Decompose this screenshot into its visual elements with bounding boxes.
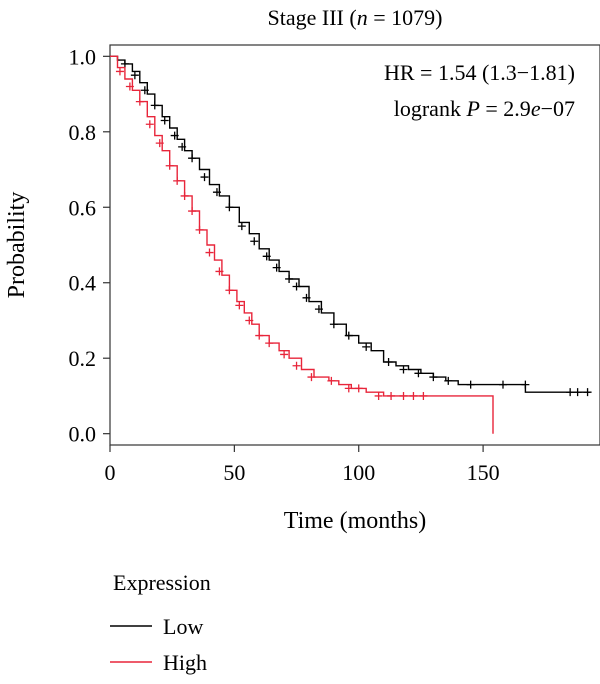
censor-mark-high bbox=[188, 207, 197, 216]
censor-mark-low bbox=[272, 263, 281, 272]
censor-mark-high bbox=[374, 391, 383, 400]
legend-label-high: High bbox=[163, 650, 207, 675]
y-tick-label: 0.8 bbox=[69, 120, 97, 145]
censor-mark-low bbox=[466, 380, 475, 389]
censor-mark-high bbox=[399, 391, 408, 400]
censor-mark-low bbox=[302, 293, 311, 302]
censor-mark-high bbox=[409, 391, 418, 400]
censor-mark-high bbox=[180, 191, 189, 200]
censor-mark-high bbox=[327, 376, 336, 385]
y-tick-label: 0.2 bbox=[69, 346, 97, 371]
censor-mark-low bbox=[362, 342, 371, 351]
censor-mark-high bbox=[225, 286, 234, 295]
censor-mark-low bbox=[429, 373, 438, 382]
censor-mark-low bbox=[200, 173, 209, 182]
censor-mark-high bbox=[235, 301, 244, 310]
censor-mark-high bbox=[344, 384, 353, 393]
y-axis-label: Probability bbox=[4, 192, 30, 299]
title-suffix: = 1079) bbox=[368, 5, 443, 30]
censor-mark-low bbox=[140, 86, 149, 95]
series-low bbox=[110, 55, 592, 397]
censor-mark-low bbox=[160, 116, 169, 125]
y-tick-label: 0.4 bbox=[69, 271, 97, 296]
censor-mark-high bbox=[245, 316, 254, 325]
y-axis: 0.0 0.2 0.4 0.6 0.8 1.0 bbox=[69, 44, 110, 447]
censor-mark-high bbox=[205, 248, 214, 257]
censor-mark-low bbox=[225, 203, 234, 212]
x-tick-label: 50 bbox=[223, 460, 245, 485]
censor-mark-low bbox=[170, 131, 179, 140]
censor-mark-high bbox=[165, 161, 174, 170]
censor-mark-low bbox=[237, 222, 246, 231]
censor-mark-low bbox=[521, 380, 530, 389]
y-tick-label: 0.0 bbox=[69, 422, 97, 447]
logrank-mid: = 2.9 bbox=[480, 96, 531, 121]
censor-mark-high bbox=[265, 339, 274, 348]
censor-mark-low bbox=[130, 71, 139, 80]
x-tick-label: 0 bbox=[105, 460, 116, 485]
censor-mark-high bbox=[280, 350, 289, 359]
censor-mark-low bbox=[414, 369, 423, 378]
censor-mark-low bbox=[188, 154, 197, 163]
censor-mark-low bbox=[150, 101, 159, 110]
legend-title: Expression bbox=[113, 570, 211, 595]
logrank-suffix: −07 bbox=[541, 96, 575, 121]
censor-mark-low bbox=[262, 252, 271, 261]
censor-mark-high bbox=[419, 391, 428, 400]
censor-mark-high bbox=[354, 384, 363, 393]
censor-mark-high bbox=[195, 225, 204, 234]
survival-curve-high bbox=[110, 55, 494, 434]
censor-mark-low bbox=[498, 380, 507, 389]
y-tick-label: 0.6 bbox=[69, 195, 97, 220]
x-tick-label: 150 bbox=[467, 460, 500, 485]
censor-mark-low bbox=[120, 59, 129, 68]
censor-mark-high bbox=[387, 391, 396, 400]
censor-mark-high bbox=[125, 82, 134, 91]
censor-mark-high bbox=[173, 176, 182, 185]
censor-mark-high bbox=[145, 120, 154, 129]
censor-mark-low bbox=[566, 388, 575, 397]
x-tick-label: 100 bbox=[342, 460, 375, 485]
censor-mark-low bbox=[384, 357, 393, 366]
logrank-p: P bbox=[465, 96, 479, 121]
censor-mark-high bbox=[215, 267, 224, 276]
censor-mark-low bbox=[329, 320, 338, 329]
censor-mark-high bbox=[135, 97, 144, 106]
x-axis: 0 50 100 150 bbox=[105, 445, 500, 485]
censor-mark-low bbox=[285, 274, 294, 283]
censor-mark-high bbox=[292, 361, 301, 370]
hr-annotation: HR = 1.54 (1.3−1.81) bbox=[384, 60, 575, 85]
chart-title: Stage III (n = 1079) bbox=[268, 5, 443, 30]
censor-mark-high bbox=[307, 373, 316, 382]
censor-mark-high bbox=[255, 331, 264, 340]
series-layer bbox=[110, 55, 592, 434]
logrank-prefix: logrank bbox=[394, 96, 467, 121]
censor-mark-low bbox=[212, 188, 221, 197]
legend-label-low: Low bbox=[163, 614, 203, 639]
y-tick-label: 1.0 bbox=[69, 44, 97, 69]
censor-mark-high bbox=[155, 139, 164, 148]
title-italic-n: n bbox=[357, 5, 368, 30]
censor-mark-high bbox=[115, 67, 124, 76]
censor-mark-low bbox=[444, 376, 453, 385]
title-prefix: Stage III ( bbox=[268, 5, 357, 30]
censor-mark-low bbox=[314, 305, 323, 314]
censor-mark-low bbox=[178, 142, 187, 151]
censor-mark-low bbox=[583, 388, 592, 397]
censor-mark-low bbox=[292, 282, 301, 291]
censor-mark-low bbox=[344, 331, 353, 340]
logrank-annotation: logrank P = 2.9e−07 bbox=[394, 96, 575, 121]
x-axis-label: Time (months) bbox=[284, 508, 426, 534]
logrank-e: e bbox=[531, 96, 541, 121]
series-high bbox=[110, 55, 494, 434]
censor-mark-low bbox=[250, 237, 259, 246]
censor-mark-low bbox=[573, 388, 582, 397]
censor-mark-low bbox=[399, 365, 408, 374]
legend: Expression Low High bbox=[110, 570, 211, 675]
plot-frame bbox=[109, 44, 600, 446]
